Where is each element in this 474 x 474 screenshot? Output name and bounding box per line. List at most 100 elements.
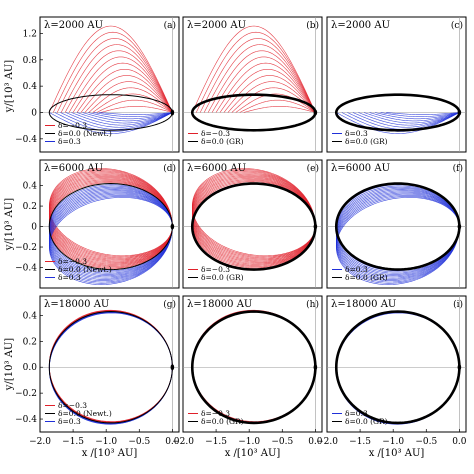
orbit-curve-blue <box>336 112 460 134</box>
orbit-curve-red <box>203 44 316 113</box>
lambda-label: λ=2000 AU <box>331 20 390 31</box>
y-tick-label: 0 <box>31 223 37 233</box>
orbit-curve-red <box>219 68 316 113</box>
orbit-curve-red <box>199 38 316 113</box>
legend-entry: δ=−0.3 <box>58 401 87 410</box>
x-tick-label: −1.5 <box>62 437 84 447</box>
orbit-base <box>334 93 461 132</box>
orbit-curve-red <box>96 99 173 113</box>
orbit-curve-blue <box>48 197 173 285</box>
orbit-base <box>48 94 173 131</box>
panel-id: (a) <box>164 20 176 31</box>
orbit-curve-blue <box>93 112 173 117</box>
x-tick-label: −0.5 <box>271 437 293 447</box>
x-tick-label: −1.5 <box>349 437 371 447</box>
orbit-curve-red <box>191 168 316 257</box>
lambda-label: λ=18000 AU <box>44 299 109 310</box>
x-axis-label: x /[10³ AU] <box>225 448 281 459</box>
lambda-label: λ=6000 AU <box>44 163 103 174</box>
x-tick-label: −1.0 <box>95 437 117 447</box>
y-axis-label-row2: y/[10³ AU] <box>4 198 15 251</box>
orbit-curve-blue <box>54 112 173 132</box>
orbit-curve-red <box>92 93 173 113</box>
y-tick-label: −0.4 <box>15 415 37 425</box>
orbit-curve-blue <box>87 112 173 120</box>
orbit-curve-red <box>211 56 316 113</box>
orbit-curve-blue <box>335 197 460 285</box>
x-tick-label: −1.0 <box>238 437 260 447</box>
central-mass <box>170 223 175 230</box>
x-tick-label: −0.5 <box>128 437 150 447</box>
legend-entry: δ=−0.3 <box>201 409 230 418</box>
orbit-curve-blue <box>82 112 173 122</box>
orbit-base <box>334 310 461 425</box>
orbit-curve-blue <box>352 112 460 128</box>
legend-entry: δ=−0.3 <box>201 129 230 138</box>
x-tick-label: 0.0 <box>165 437 180 447</box>
panel-d: λ=6000 AU (d) δ=−0.3δ=0.0 (Newt.)δ=0.3 0.4 0… <box>15 159 180 289</box>
orbit-base <box>190 182 317 271</box>
panel-g: λ=18000 AU (g) δ=−0.3δ=0.0 (Newt.)δ=0.3 0.4… <box>15 295 180 447</box>
lambda-label: λ=6000 AU <box>331 163 390 174</box>
orbit-curve-red <box>48 25 173 113</box>
orbit-curve-red <box>80 75 173 113</box>
orbit-curve-red <box>191 25 316 113</box>
orbit-base <box>190 310 317 425</box>
panel-frame <box>182 295 323 433</box>
orbit-curve-red <box>207 50 316 113</box>
legend-entry: δ=0.0 (GR) <box>345 417 388 426</box>
legend-entry: δ=−0.3 <box>58 257 87 266</box>
y-tick-label: 0.2 <box>23 202 37 212</box>
x-tick-label: −0.5 <box>415 437 437 447</box>
legend-entry: δ=−0.3 <box>201 265 230 274</box>
orbit-curve-blue <box>60 112 173 130</box>
y-tick-label: −0.4 <box>15 135 37 145</box>
orbit-curve-red <box>76 68 173 113</box>
legend-entry: δ=−0.3 <box>58 121 87 130</box>
orbit-curve-blue <box>76 112 173 124</box>
legend-entry: δ=0.3 <box>58 137 81 146</box>
panel-frame <box>39 295 180 433</box>
legend-entry: δ=0.3 <box>345 409 368 418</box>
panel-b: λ=2000 AU (b) δ=−0.3δ=0.0 (GR) <box>182 16 323 153</box>
orbit-base <box>334 182 461 271</box>
central-mass <box>457 364 462 371</box>
legend-entry: δ=0.3 <box>345 265 368 274</box>
panel-id: (g) <box>163 299 176 310</box>
panel-a: λ=2000 AU (a) δ=−0.3δ=0.0 (Newt.)δ=0.3 1.2 0… <box>15 16 180 153</box>
orbit-curve-red <box>243 106 316 113</box>
orbit-curve-red <box>72 62 173 113</box>
legend-entry: δ=0.0 (GR) <box>345 273 388 282</box>
x-tick-label: −1.0 <box>382 437 404 447</box>
panel-e: λ=6000 AU (e) δ=−0.3δ=0.0 (GR) <box>182 159 323 289</box>
lambda-label: λ=18000 AU <box>187 299 252 310</box>
panel-f: λ=6000 AU (f) δ=0.3δ=0.0 (GR) <box>326 159 467 289</box>
panel-id: (e) <box>307 163 319 174</box>
orbit-curve-red <box>52 31 173 113</box>
panel-i: λ=18000 AU (i) δ=0.3δ=0.0 (GR) −2.0 −1.5 −1.0… <box>316 295 467 447</box>
x-tick-label: 0.0 <box>452 437 467 447</box>
orbit-curve-blue <box>71 112 173 126</box>
orbit-curve-blue <box>358 112 460 126</box>
central-mass <box>313 364 318 371</box>
legend-entry: δ=0.0 (Newt.) <box>58 129 112 138</box>
x-tick-label: −2.0 <box>29 437 51 447</box>
orbit-curve-red <box>227 81 316 113</box>
orbit-curve-red <box>215 62 316 113</box>
legend-entry: δ=0.0 (Newt.) <box>58 409 112 418</box>
panel-id: (b) <box>306 20 319 31</box>
orbit-curve-blue <box>99 112 173 115</box>
y-tick-label: 0.4 <box>23 182 38 192</box>
orbit-curve-blue <box>386 112 460 115</box>
orbit-curve-blue <box>363 112 460 124</box>
panel-h: λ=18000 AU (h) δ=−0.3δ=0.0 (GR) −2.0 −1.5 −1.… <box>172 295 323 447</box>
orbit-curve-red <box>68 56 173 113</box>
panel-id: (h) <box>306 299 319 310</box>
orbit-curve-red <box>100 106 173 113</box>
orbit-curve-blue <box>369 112 460 122</box>
x-axis-label: x /[10³ AU] <box>369 448 425 459</box>
legend-entry: δ=0.0 (Newt.) <box>58 265 112 274</box>
orbit-curve-red <box>56 38 173 113</box>
orbit-base <box>190 93 317 132</box>
orbit-curve-red <box>88 87 173 113</box>
